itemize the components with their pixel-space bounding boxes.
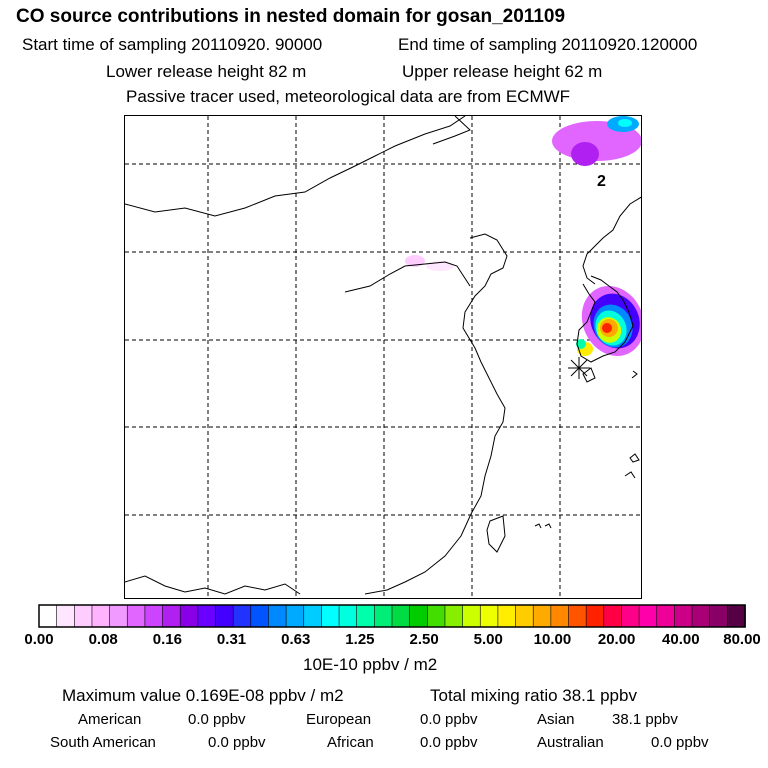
map-label-2: 2 [597, 173, 606, 190]
colorbar-cell [674, 604, 693, 628]
colorbar-cell [426, 604, 446, 628]
coastlines [125, 116, 641, 595]
colorbar-tick-label: 1.25 [345, 631, 375, 648]
start-time: Start time of sampling 20110920. 90000 [22, 35, 323, 54]
colorbar-cell [621, 604, 640, 628]
colorbar-cell [409, 604, 429, 628]
colorbar-tick-label: 0.00 [24, 631, 54, 648]
colorbar-cell [162, 604, 182, 628]
map-panel: 2 [124, 115, 642, 599]
upper-release-height: Upper release height 62 m [402, 62, 603, 81]
colorbar-cell [568, 604, 587, 628]
european-label: European [306, 711, 372, 728]
australian-label: Australian [537, 734, 604, 751]
colorbar-cell [585, 604, 605, 628]
colorbar-cell [338, 604, 358, 628]
colorbar-cell [56, 604, 76, 628]
african-label: African [327, 734, 374, 751]
african-value: 0.0 ppbv [420, 734, 478, 751]
max-value: Maximum value 0.169E-08 ppbv / m2 [62, 686, 344, 705]
colorbar-cell [515, 604, 534, 628]
colorbar-cell [179, 604, 199, 628]
colorbar-tick-label: 10.00 [533, 631, 572, 648]
colorbar-cell [356, 604, 376, 628]
colorbar-cell [303, 604, 323, 628]
european-value: 0.0 ppbv [420, 711, 478, 728]
colorbar [38, 604, 746, 628]
colorbar-cell [638, 604, 658, 628]
colorbar-cell [285, 604, 305, 628]
colorbar-cell [197, 604, 217, 628]
lat-lon-grid [125, 116, 641, 598]
colorbar-cell [73, 604, 93, 628]
asian-value: 38.1 ppbv [612, 711, 678, 728]
colorbar-border [38, 604, 746, 628]
colorbar-tick-label: 2.50 [409, 631, 439, 648]
colorbar-cell [268, 604, 287, 628]
colorbar-tick-label: 80.00 [723, 631, 761, 648]
australian-value: 0.0 ppbv [651, 734, 709, 751]
american-value: 0.0 ppbv [188, 711, 246, 728]
colorbar-cell [727, 604, 746, 628]
map-svg: 2 [125, 116, 641, 598]
total-mixing-ratio: Total mixing ratio 38.1 ppbv [430, 686, 637, 705]
tracer-note: Passive tracer used, meteorological data… [126, 87, 571, 106]
colorbar-cell [250, 604, 270, 628]
colorbar-cell [550, 604, 570, 628]
receptor-star-icon [568, 357, 590, 379]
colorbar-tick-label: 5.00 [473, 631, 503, 648]
colorbar-cell [38, 604, 58, 628]
american-label: American [78, 711, 142, 728]
colorbar-cell [91, 604, 111, 628]
colorbar-cell [656, 604, 676, 628]
colorbar-cell [374, 604, 393, 628]
colorbar-cell [232, 604, 252, 628]
colorbar-tick-label: 0.31 [216, 631, 247, 648]
colorbar-tick-label: 20.00 [597, 631, 636, 648]
colorbar-units: 10E-10 ppbv / m2 [303, 655, 438, 674]
colorbar-cell [391, 604, 411, 628]
colorbar-cell [497, 604, 517, 628]
colorbar-cell [603, 604, 623, 628]
colorbar-cell [479, 604, 499, 628]
colorbar-cell [215, 604, 234, 628]
colorbar-cell [109, 604, 129, 628]
colorbar-cell [691, 604, 711, 628]
colorbar-tick-label: 0.08 [88, 631, 118, 648]
colorbar-tick-label: 0.16 [152, 631, 182, 648]
colorbar-cell [532, 604, 552, 628]
lower-release-height: Lower release height 82 m [106, 62, 307, 81]
colorbar-tick-label: 40.00 [662, 631, 700, 648]
asian-label: Asian [537, 711, 575, 728]
colorbar-cell [321, 604, 340, 628]
end-time: End time of sampling 20110920.120000 [398, 35, 698, 54]
concentration-plume [405, 116, 641, 357]
south-american-label: South American [50, 734, 156, 751]
south-american-value: 0.0 ppbv [208, 734, 266, 751]
colorbar-cell [144, 604, 164, 628]
colorbar-tick-label: 0.63 [281, 631, 311, 648]
colorbar-cell [126, 604, 146, 628]
map-title: CO source contributions in nested domain… [16, 6, 566, 27]
colorbar-cell [444, 604, 464, 628]
colorbar-cell [462, 604, 482, 628]
colorbar-cell [709, 604, 729, 628]
